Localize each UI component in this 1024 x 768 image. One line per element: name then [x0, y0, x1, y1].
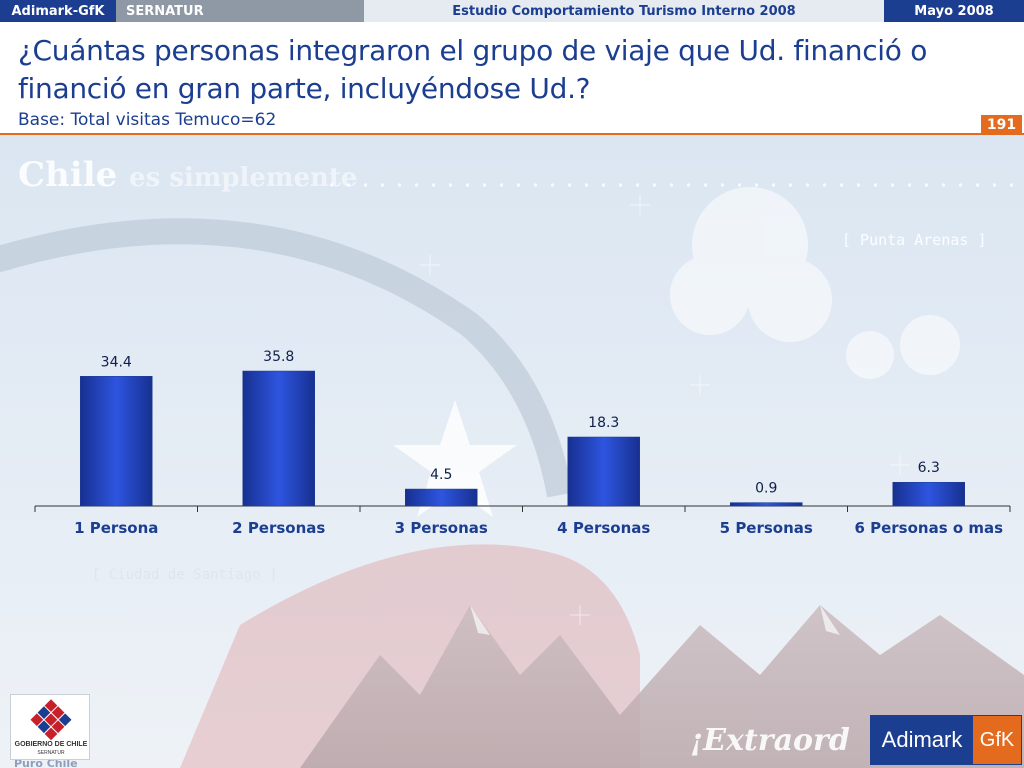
- x-tick-label: 3 Personas: [395, 519, 488, 537]
- study-title: Estudio Comportamiento Turismo Interno 2…: [364, 0, 884, 22]
- watermark-rest: es simplemente: [129, 163, 358, 193]
- adimark-wordmark: Adimark: [871, 716, 973, 764]
- watermark-ciudad: [ Ciudad de Santiago ]: [92, 567, 278, 583]
- gfk-wordmark: GfK: [973, 716, 1021, 764]
- background-art: [0, 135, 1024, 768]
- bar-1: [80, 376, 153, 507]
- bar-3: [405, 488, 478, 507]
- x-tick-label: 5 Personas: [720, 519, 813, 537]
- watermark-puro-chile: Puro Chile: [14, 757, 78, 768]
- report-date: Mayo 2008: [884, 0, 1024, 22]
- watermark-punta-arenas: [ Punta Arenas ]: [842, 231, 987, 249]
- adimark-gfk-logo: Adimark GfK: [870, 715, 1022, 765]
- bar-chart: 34.4 1 Persona 35.8 2 Personas 4.5 3 Personas…: [34, 349, 1011, 537]
- bar-value-label: 6.3: [918, 460, 940, 476]
- slide-header: ¿Cuántas personas integraron el grupo de…: [0, 22, 1024, 134]
- bar-5: [730, 502, 803, 507]
- bar-4: [567, 436, 640, 507]
- watermark-main: Chile: [18, 155, 118, 195]
- bar-value-label: 35.8: [263, 349, 294, 365]
- client-label: SERNATUR: [116, 0, 364, 22]
- top-bar: Adimark-GfK SERNATUR Estudio Comportamie…: [0, 0, 1024, 22]
- sernatur-label: SERNATUR: [37, 750, 65, 756]
- x-tick-label: 2 Personas: [232, 519, 325, 537]
- bar-6: [892, 481, 965, 507]
- base-note: Base: Total visitas Temuco=62: [18, 110, 277, 130]
- bar-value-label: 0.9: [755, 481, 777, 497]
- gobierno-label: GOBIERNO DE CHILE: [14, 741, 88, 748]
- bar-value-label: 34.4: [101, 354, 132, 370]
- brand-label: Adimark-GfK: [0, 0, 116, 22]
- x-tick-label: 4 Personas: [557, 519, 650, 537]
- background-collage: Chile es simplemente [ Punta Arenas ] [ …: [0, 135, 1024, 768]
- watermark-extraordinario: ¡Extraord: [690, 723, 850, 758]
- gobierno-emblem-icon: [30, 699, 72, 741]
- x-tick-label: 6 Personas o mas: [854, 519, 1003, 537]
- watermark-chile: Chile es simplemente: [18, 155, 357, 195]
- x-tick-label: 1 Persona: [74, 519, 158, 537]
- bar-value-label: 4.5: [430, 467, 452, 483]
- question-title: ¿Cuántas personas integraron el grupo de…: [18, 34, 928, 105]
- page-number-badge: 191: [981, 115, 1022, 134]
- bar-2: [242, 370, 315, 507]
- bar-value-label: 18.3: [588, 415, 619, 431]
- gobierno-de-chile-logo: GOBIERNO DE CHILE SERNATUR: [10, 694, 90, 760]
- header-divider: [0, 133, 1024, 135]
